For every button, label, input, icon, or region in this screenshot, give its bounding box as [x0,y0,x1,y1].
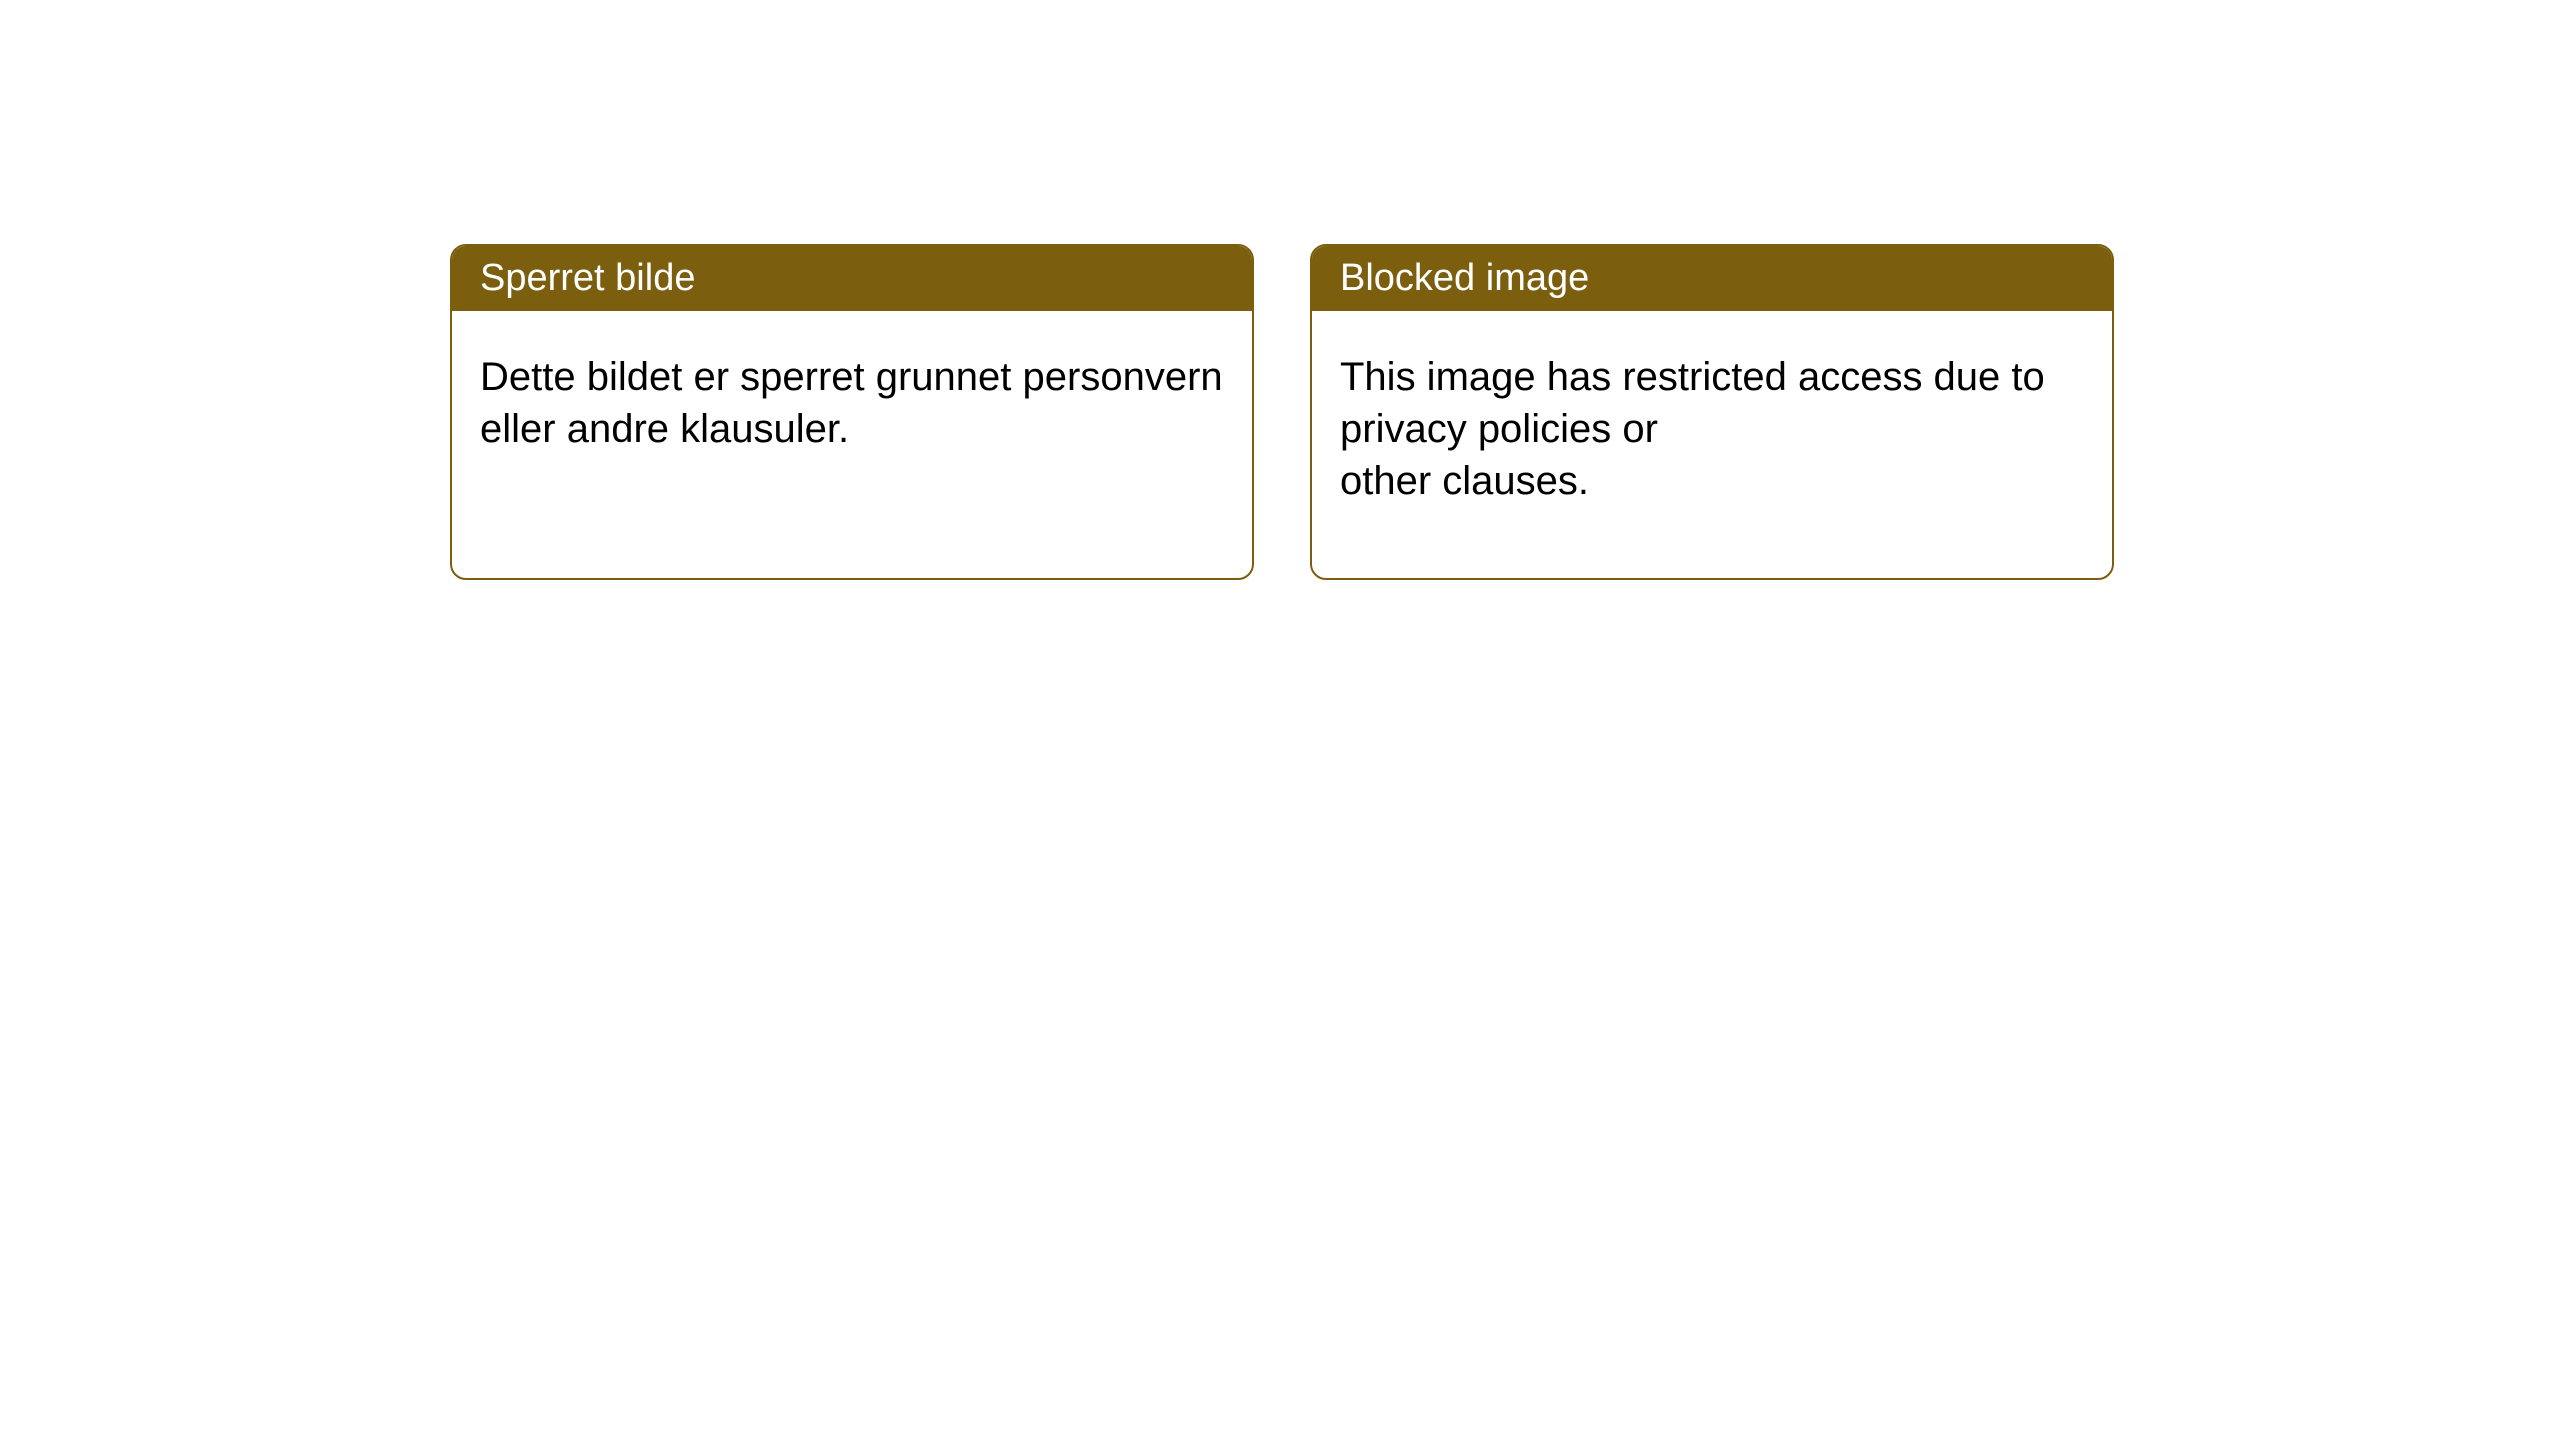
card-title: Blocked image [1340,257,1589,299]
card-body: This image has restricted access due to … [1312,311,2112,535]
notice-card-norwegian: Sperret bilde Dette bildet er sperret gr… [450,244,1254,580]
notice-container: Sperret bilde Dette bildet er sperret gr… [0,0,2560,580]
card-title: Sperret bilde [480,257,695,299]
card-body: Dette bildet er sperret grunnet personve… [452,311,1252,483]
notice-card-english: Blocked image This image has restricted … [1310,244,2114,580]
card-header: Sperret bilde [452,246,1252,311]
card-header: Blocked image [1312,246,2112,311]
